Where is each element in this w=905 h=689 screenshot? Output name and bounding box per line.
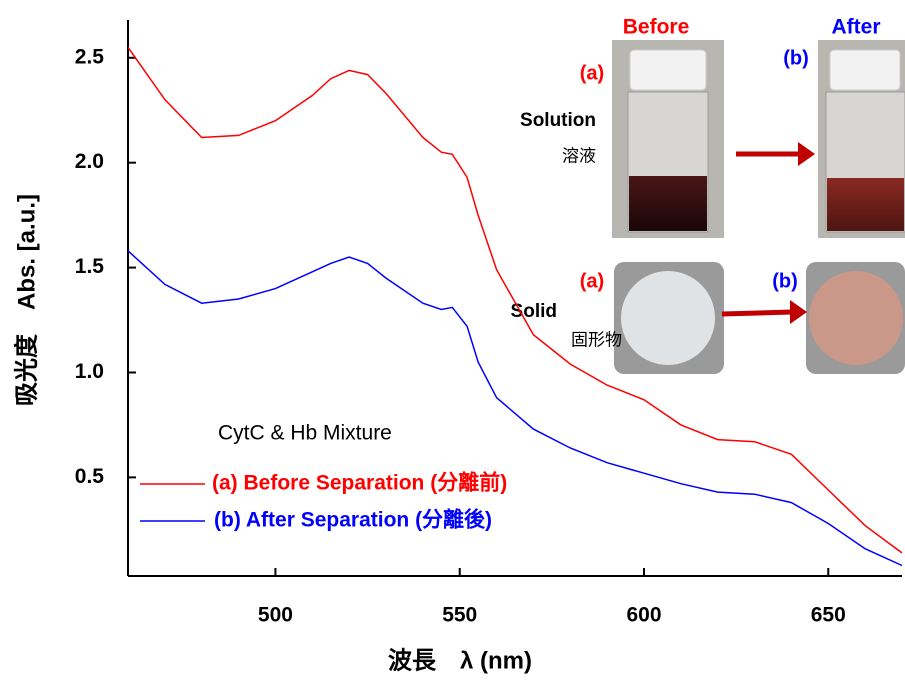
x-axis-label: 波長 λ (nm) <box>388 647 532 674</box>
x-tick-label: 600 <box>626 604 661 627</box>
inset-label: 溶液 <box>562 146 596 165</box>
y-tick-label: 0.5 <box>75 465 105 488</box>
y-tick-label: 1.5 <box>75 255 105 278</box>
inset-label: (b) <box>783 47 809 69</box>
legend-label: (b) After Separation (分離後) <box>214 508 492 532</box>
y-tick-label: 2.0 <box>75 150 104 173</box>
y-tick-label: 2.5 <box>75 45 105 68</box>
inset-label: (a) <box>580 270 604 292</box>
x-tick-label: 500 <box>258 604 293 627</box>
inset-label: After <box>831 16 880 39</box>
inset-label: Before <box>623 16 690 39</box>
y-axis-label: 吸光度 Abs. [a.u.] <box>12 194 40 406</box>
inset-label: (a) <box>580 62 604 84</box>
inset-label: Solid <box>511 301 557 322</box>
chart: Before After (a) (b) (a) (b) Solution 溶液… <box>0 0 905 684</box>
legend-label: (a) Before Separation (分離前) <box>212 471 507 495</box>
legend-title: CytC & Hb Mixture <box>218 422 392 445</box>
inset-photos <box>612 40 905 374</box>
x-tick-label: 650 <box>811 604 846 627</box>
y-tick-label: 1.0 <box>75 360 104 383</box>
inset-label: 固形物 <box>571 330 622 349</box>
inset-label: Solution <box>520 110 596 131</box>
inset-label: (b) <box>772 270 798 292</box>
x-tick-label: 550 <box>442 604 477 627</box>
